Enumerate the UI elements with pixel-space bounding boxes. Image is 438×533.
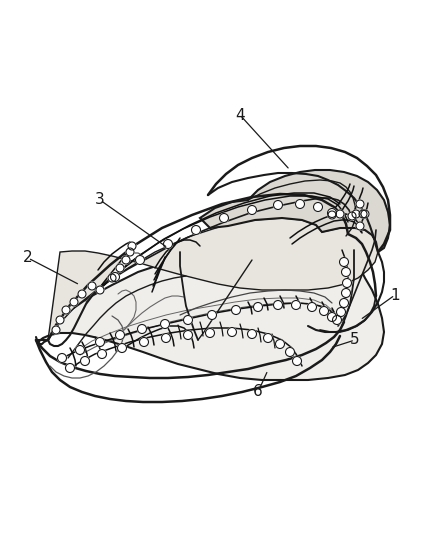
Circle shape (191, 225, 201, 235)
Circle shape (359, 210, 367, 218)
Circle shape (307, 303, 317, 311)
Circle shape (95, 337, 105, 346)
Circle shape (296, 199, 304, 208)
Circle shape (352, 210, 360, 218)
Circle shape (78, 290, 86, 298)
Circle shape (356, 200, 364, 208)
Circle shape (227, 327, 237, 336)
Circle shape (328, 208, 336, 217)
Circle shape (356, 222, 364, 230)
Circle shape (122, 256, 130, 264)
Circle shape (273, 200, 283, 209)
Circle shape (128, 242, 136, 250)
Circle shape (219, 214, 229, 222)
Circle shape (332, 316, 342, 325)
Circle shape (247, 329, 257, 338)
Circle shape (184, 316, 192, 325)
Text: 6: 6 (253, 384, 263, 400)
Circle shape (339, 298, 349, 308)
Circle shape (232, 305, 240, 314)
Circle shape (62, 306, 70, 314)
Circle shape (135, 255, 145, 264)
Text: 2: 2 (23, 251, 33, 265)
Circle shape (88, 282, 96, 290)
Circle shape (163, 239, 173, 248)
Circle shape (343, 279, 352, 287)
Circle shape (264, 334, 272, 343)
Text: 1: 1 (390, 287, 400, 303)
Circle shape (117, 343, 127, 352)
Circle shape (66, 364, 74, 373)
Polygon shape (48, 218, 378, 340)
Circle shape (336, 308, 346, 317)
Circle shape (108, 274, 116, 282)
Polygon shape (200, 170, 390, 252)
Circle shape (116, 264, 124, 272)
Circle shape (314, 203, 322, 212)
Circle shape (328, 211, 336, 219)
Circle shape (247, 206, 257, 214)
Polygon shape (36, 249, 384, 380)
Circle shape (319, 306, 328, 316)
Circle shape (57, 353, 67, 362)
Circle shape (52, 326, 60, 334)
Circle shape (56, 316, 64, 324)
Circle shape (126, 248, 134, 256)
Circle shape (208, 311, 216, 319)
Text: 3: 3 (95, 192, 105, 207)
Circle shape (342, 268, 350, 277)
Circle shape (184, 330, 192, 340)
Circle shape (361, 210, 369, 218)
Circle shape (162, 334, 170, 343)
Circle shape (273, 301, 283, 310)
Circle shape (139, 337, 148, 346)
Circle shape (286, 348, 294, 357)
Text: 5: 5 (350, 333, 360, 348)
Circle shape (96, 286, 104, 294)
Text: 4: 4 (235, 108, 245, 123)
Circle shape (138, 325, 146, 334)
Circle shape (81, 357, 89, 366)
Circle shape (293, 357, 301, 366)
Circle shape (160, 319, 170, 328)
Circle shape (116, 330, 124, 340)
Circle shape (254, 303, 262, 311)
Circle shape (70, 298, 78, 306)
Circle shape (342, 288, 350, 297)
Circle shape (110, 272, 120, 281)
Circle shape (98, 350, 106, 359)
Circle shape (276, 340, 285, 349)
Circle shape (328, 312, 336, 321)
Circle shape (292, 301, 300, 310)
Circle shape (348, 212, 356, 220)
Circle shape (205, 328, 215, 337)
Circle shape (75, 345, 85, 354)
Circle shape (336, 210, 344, 218)
Circle shape (339, 257, 349, 266)
